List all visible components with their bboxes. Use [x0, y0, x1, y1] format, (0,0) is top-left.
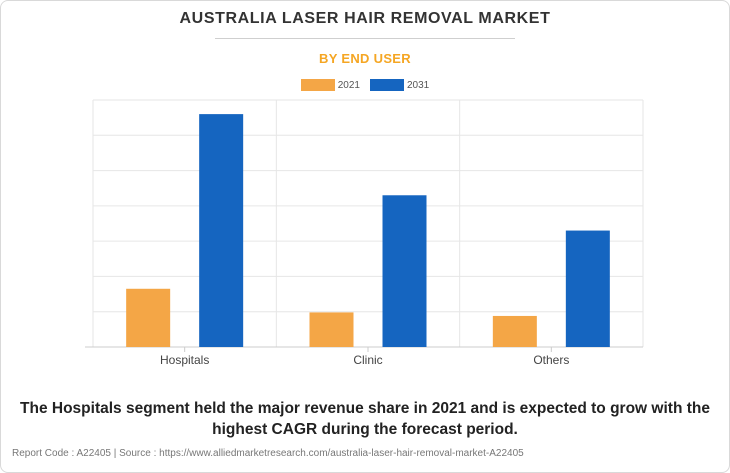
bar-2021-clinic	[309, 312, 354, 347]
x-tick-label-hospitals: Hospitals	[160, 353, 209, 367]
legend-item-2031[interactable]: 2031	[370, 79, 429, 91]
title-divider	[215, 38, 515, 39]
legend-swatch-2021	[300, 79, 335, 91]
chart-subtitle: BY END USER	[319, 51, 411, 66]
chart-legend: 2021 2031	[0, 79, 730, 91]
legend-label-2031: 2031	[407, 79, 430, 91]
bar-2031-hospitals	[199, 114, 244, 347]
legend-label-2021: 2021	[337, 79, 360, 91]
bar-chart: Hospitals Clinic Others	[85, 99, 644, 367]
legend-swatch-2031	[370, 79, 404, 91]
bar-2021-hospitals	[126, 288, 171, 347]
bar-2031-others	[565, 230, 610, 347]
chart-caption: The Hospitals segment held the major rev…	[20, 400, 710, 438]
legend-item-2021[interactable]: 2021	[300, 79, 360, 91]
bar-2021-others	[492, 315, 537, 347]
source-footer: Report Code : A22405 | Source : https://…	[12, 448, 524, 459]
x-tick-label-others: Others	[533, 353, 569, 367]
x-tick-label-clinic: Clinic	[353, 353, 382, 367]
chart-title: AUSTRALIA LASER HAIR REMOVAL MARKET	[179, 10, 551, 27]
bar-2031-clinic	[382, 195, 427, 347]
